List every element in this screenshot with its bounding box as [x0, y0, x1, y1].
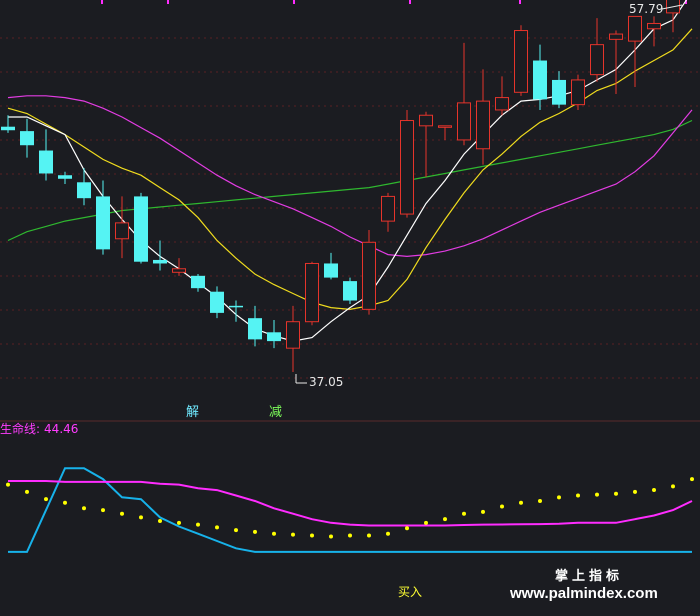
ma-yellow-line: [7, 28, 693, 311]
candle-body-17: [324, 263, 338, 278]
candle-body-16: [305, 262, 319, 323]
candle-body-13: [248, 318, 262, 340]
candle-body-27: [514, 30, 528, 93]
indicator-dot-13: [253, 529, 257, 534]
indicator-dot-21: [405, 526, 409, 531]
indicator-dot-31: [595, 492, 599, 497]
indicator-dot-8: [158, 519, 162, 523]
candle-body-7: [134, 196, 148, 262]
indicator-dot-9: [177, 520, 181, 525]
indicator-dot-4: [82, 506, 86, 511]
indicator-dot-24: [462, 511, 466, 516]
indicator-dot-27: [519, 500, 523, 505]
candle-body-12: [229, 305, 243, 308]
indicator-dot-11: [215, 525, 219, 530]
indicator-dot-25: [481, 509, 485, 514]
price-annotations: [295, 4, 683, 384]
candle-body-14: [267, 332, 281, 342]
ma-green-line: [7, 119, 693, 242]
indicator-dot-34: [652, 488, 656, 493]
indicator-dot-7: [139, 515, 143, 520]
high-pointer: [661, 4, 683, 10]
candle-body-5: [96, 196, 110, 250]
candle-body-34: [647, 22, 661, 30]
indicator-dot-10: [196, 522, 200, 527]
indicator-dot-22: [424, 520, 428, 525]
candle-body-25: [476, 100, 490, 150]
life-line-indicator: [6, 467, 694, 553]
candle-body-29: [552, 79, 566, 105]
price-high-label: 57.79: [629, 2, 664, 16]
indicator-dot-15: [291, 532, 295, 537]
indicator-value: 44.46: [44, 422, 79, 436]
indicator-dot-16: [310, 533, 314, 538]
candle-body-26: [495, 97, 509, 111]
indicator-dot-2: [44, 497, 48, 502]
candle-body-9: [172, 268, 186, 273]
indicator-dot-14: [272, 531, 276, 536]
candle-body-28: [533, 60, 547, 100]
candlesticks: [1, 0, 680, 372]
candle-body-30: [571, 79, 585, 106]
indicator-dot-33: [633, 489, 637, 494]
candle-body-20: [381, 195, 395, 222]
indicator-dot-29: [557, 495, 561, 500]
candle-body-23: [438, 125, 452, 128]
signal-jie-label: 解: [186, 405, 200, 420]
candle-body-4: [77, 182, 91, 199]
candle-body-33: [628, 15, 642, 42]
indicator-dot-23: [443, 517, 447, 522]
candle-body-8: [153, 259, 167, 264]
indicator-dot-32: [614, 491, 618, 496]
candle-body-15: [286, 321, 300, 349]
indicator-dot-20: [386, 531, 390, 536]
indicator-dot-36: [690, 477, 694, 482]
candle-body-22: [419, 114, 433, 127]
candle-body-19: [362, 241, 376, 310]
candle-body-11: [210, 291, 224, 313]
candle-body-18: [343, 281, 357, 301]
indicator-header: 生命线: 44.46: [0, 423, 78, 435]
ma-magenta-line: [7, 95, 693, 258]
candle-body-32: [609, 33, 623, 40]
indicator-dot-6: [120, 511, 124, 516]
indicator-dot-30: [576, 493, 580, 498]
candle-body-2: [39, 150, 53, 174]
indicator-dot-0: [6, 482, 10, 487]
price-low-label: 37.05: [309, 375, 344, 389]
indicator-dot-26: [500, 504, 504, 509]
candle-body-1: [20, 131, 34, 146]
indicator-dot-12: [234, 528, 238, 533]
candle-body-6: [115, 222, 129, 240]
buy-signal-label: 买入: [398, 585, 423, 599]
signal-jian-label: 减: [269, 405, 283, 420]
candle-body-3: [58, 175, 72, 179]
watermark-cn: 掌上指标: [555, 569, 624, 584]
indicator-dot-17: [329, 534, 333, 539]
indicator-label: 生命线:: [0, 422, 41, 436]
indicator-dot-3: [63, 500, 67, 505]
candle-body-21: [400, 120, 414, 215]
indicator-dot-28: [538, 498, 542, 503]
candle-body-0: [1, 126, 15, 131]
indicator-dot-19: [367, 533, 371, 538]
indicator-dot-1: [25, 489, 29, 494]
watermark-url: www.palmindex.com: [510, 585, 658, 602]
candle-body-24: [457, 102, 471, 141]
candle-body-10: [191, 275, 205, 289]
indicator-dot-35: [671, 484, 675, 489]
indicator-dot-5: [101, 508, 105, 513]
indicator-dot-18: [348, 533, 352, 538]
candle-body-31: [590, 44, 604, 76]
indicator-life-line: [8, 480, 693, 527]
indicator-blue-line: [8, 467, 692, 553]
